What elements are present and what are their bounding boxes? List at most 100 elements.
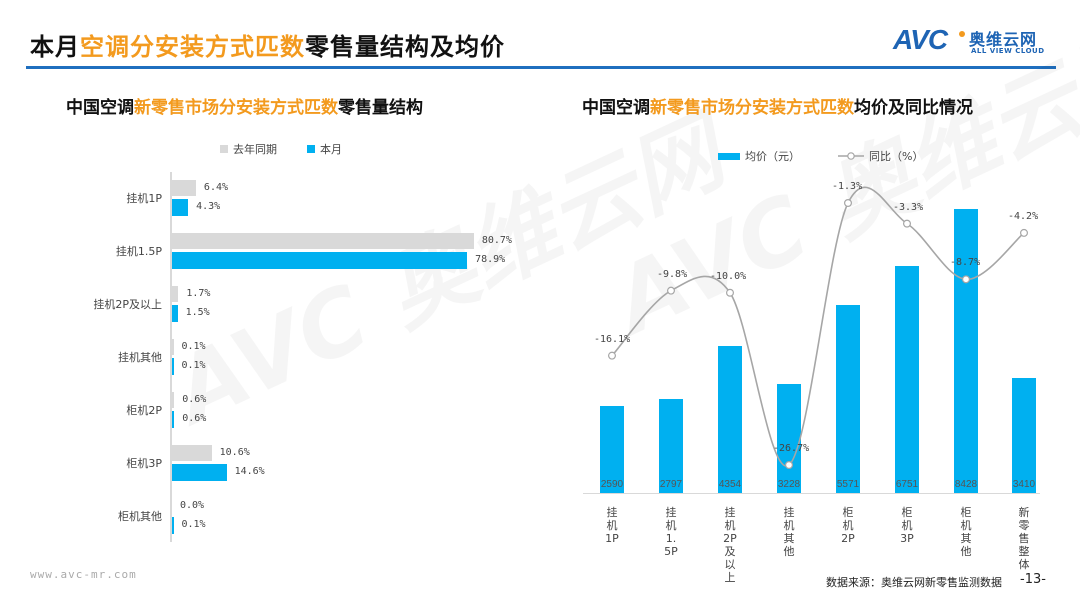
price-value-label: 2797 xyxy=(659,479,683,490)
price-bar xyxy=(718,346,742,493)
yoy-value-label: -8.7% xyxy=(950,257,981,269)
yoy-value-label: -4.2% xyxy=(1008,210,1039,222)
right-chart-title: 中国空调新零售市场分安装方式匹数均价及同比情况 xyxy=(582,98,973,118)
bar-this-month xyxy=(172,517,174,534)
value-label-this-month: 0.1% xyxy=(181,519,206,530)
yoy-point-marker-icon xyxy=(843,199,852,208)
price-value-label: 3228 xyxy=(777,479,801,490)
x-category-label: 柜机2P xyxy=(841,506,855,545)
legend-line-marker-icon xyxy=(838,152,864,160)
bar-this-month xyxy=(172,411,175,428)
bar-last-year xyxy=(172,180,196,196)
yoy-value-label: -9.8% xyxy=(657,268,688,280)
bar-last-year xyxy=(172,339,174,355)
bar-this-month xyxy=(172,464,227,481)
footer-url: www.avc-mr.com xyxy=(30,568,137,581)
page-number: -13- xyxy=(1020,572,1046,587)
category-label: 挂机其他 xyxy=(118,351,162,364)
page-title-highlight: 空调分安装方式匹数 xyxy=(80,33,305,61)
x-category-label: 柜机3P xyxy=(900,506,914,545)
bar-this-month xyxy=(172,358,174,375)
category-label: 挂机2P及以上 xyxy=(93,298,162,311)
right-chart-legend: 均价（元） 同比（%） xyxy=(718,148,923,164)
price-value-label: 3410 xyxy=(1012,479,1036,490)
price-bar xyxy=(895,265,919,493)
bar-last-year xyxy=(172,233,474,249)
page-title-prefix: 本月 xyxy=(30,33,80,61)
yoy-point-marker-icon xyxy=(607,351,616,360)
left-chart-y-axis xyxy=(170,172,172,542)
yoy-point-marker-icon xyxy=(1019,228,1028,237)
price-bar xyxy=(1012,378,1036,493)
category-label: 柜机3P xyxy=(126,457,162,470)
value-label-last-year: 80.7% xyxy=(481,235,512,246)
bar-last-year xyxy=(172,445,212,461)
value-label-last-year: 1.7% xyxy=(186,288,211,299)
yoy-point-marker-icon xyxy=(725,288,734,297)
yoy-value-label: -1.3% xyxy=(832,181,863,192)
legend-swatch-blue-icon xyxy=(307,145,315,153)
x-category-label: 挂机2P及以上 xyxy=(723,506,737,584)
yoy-point-marker-icon xyxy=(902,219,911,228)
value-label-last-year: 10.6% xyxy=(219,447,250,458)
price-value-label: 8428 xyxy=(954,479,978,490)
bar-last-year xyxy=(172,392,175,408)
yoy-value-label: -3.3% xyxy=(893,201,924,213)
category-label: 挂机1.5P xyxy=(115,245,162,258)
logo-mark: AVC xyxy=(893,24,948,55)
price-bar xyxy=(600,405,624,493)
left-chart-legend: 去年同期 本月 xyxy=(220,141,342,157)
yoy-point-marker-icon xyxy=(666,286,675,295)
price-value-label: 6751 xyxy=(895,479,919,490)
value-label-this-month: 0.1% xyxy=(181,360,206,371)
value-label-last-year: 0.0% xyxy=(180,500,205,511)
x-category-label: 挂机1P xyxy=(605,506,619,545)
legend-swatch-bar-icon xyxy=(718,152,740,160)
data-source: 数据来源：奥维云网新零售监测数据 xyxy=(826,576,1002,589)
bar-this-month xyxy=(172,305,178,322)
yoy-point-marker-icon xyxy=(784,461,793,470)
bar-this-month xyxy=(172,199,189,216)
page-title-suffix: 零售量结构及均价 xyxy=(305,33,505,61)
title-divider xyxy=(26,66,1056,69)
price-value-label: 4354 xyxy=(718,479,742,490)
logo-cn: 奥维云网 xyxy=(969,30,1038,49)
value-label-last-year: 0.6% xyxy=(182,394,207,405)
legend-label-last-year: 去年同期 xyxy=(233,143,277,156)
right-chart-x-axis xyxy=(583,493,1040,494)
value-label-this-month: 4.3% xyxy=(196,201,221,212)
x-category-label: 新零售整体 xyxy=(1018,506,1030,571)
price-bar xyxy=(659,398,683,493)
x-category-label: 挂机1.5P xyxy=(664,506,678,558)
price-bar xyxy=(836,305,860,493)
price-bar xyxy=(954,209,978,493)
category-label: 柜机2P xyxy=(126,404,162,417)
logo-dot-icon xyxy=(959,31,965,37)
price-value-label: 5571 xyxy=(836,479,860,490)
yoy-value-label: -16.1% xyxy=(594,333,631,345)
legend-swatch-grey-icon xyxy=(220,145,228,153)
bar-last-year xyxy=(172,286,179,302)
logo-en: ALL VIEW CLOUD xyxy=(971,47,1045,55)
value-label-last-year: 6.4% xyxy=(203,182,229,193)
price-bar xyxy=(777,384,801,493)
category-label: 柜机其他 xyxy=(118,510,162,523)
yoy-point-marker-icon xyxy=(961,275,970,284)
value-label-last-year: 0.1% xyxy=(181,341,206,352)
legend-label-this-month: 本月 xyxy=(320,143,342,156)
x-category-label: 挂机其他 xyxy=(783,506,795,558)
value-label-this-month: 1.5% xyxy=(185,307,210,318)
value-label-this-month: 0.6% xyxy=(182,413,207,424)
left-chart-title: 中国空调新零售市场分安装方式匹数零售量结构 xyxy=(66,98,423,118)
yoy-value-label: -26.7% xyxy=(773,443,810,454)
avc-logo: AVC 奥维云网 ALL VIEW CLOUD xyxy=(893,24,1063,58)
legend-label-price: 均价（元） xyxy=(745,150,800,163)
value-label-this-month: 78.9% xyxy=(475,254,506,265)
value-label-this-month: 14.6% xyxy=(234,466,265,477)
bar-this-month xyxy=(172,252,468,269)
legend-label-yoy: 同比（%） xyxy=(869,150,924,163)
page-title: 本月空调分安装方式匹数零售量结构及均价 xyxy=(30,27,505,62)
category-label: 挂机1P xyxy=(126,192,162,205)
yoy-value-label: -10.0% xyxy=(710,270,747,282)
